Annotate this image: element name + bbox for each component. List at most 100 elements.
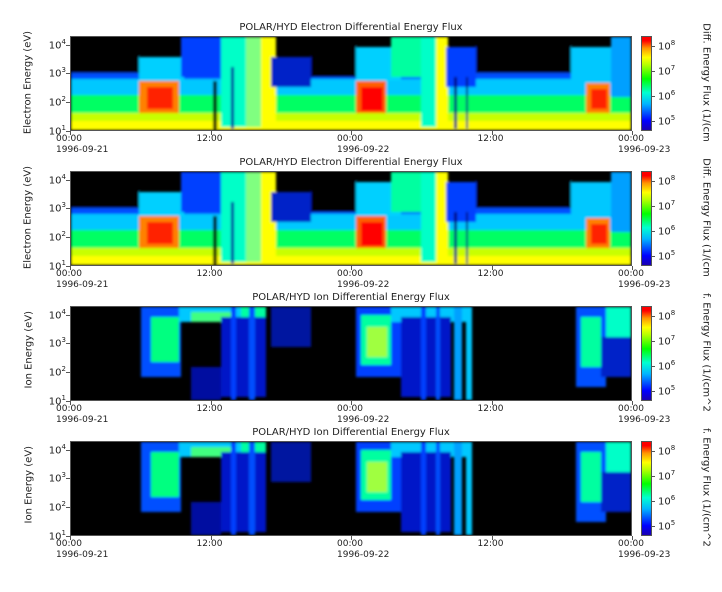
x-tick-time: 00:00 [618,404,644,414]
colorbar-tick-exponent: 7 [670,199,676,207]
heatmap-cell [606,307,631,337]
heatmap-black [476,172,571,208]
heatmap-cell [391,37,421,77]
heatmap-cells [71,172,631,265]
y-tick-label: 102 [48,230,66,244]
colorbar-tick-exponent: 7 [670,469,676,477]
y-tick-exponent: 2 [61,230,66,239]
x-tick-date: 1996-09-23 [618,145,671,155]
x-tick-label: 12:00 [197,404,223,415]
y-tick-exponent: 1 [61,124,66,132]
x-tick-label: 12:00 [197,134,223,145]
heatmap-gap [454,77,457,129]
x-tick-label: 12:00 [197,539,223,550]
y-tick-exponent: 3 [61,66,66,75]
colorbar-label: f. Energy Flux (1/(cm^2 [700,293,712,412]
x-tick-mark [70,401,71,405]
heatmap-cell [231,442,236,535]
y-tick-label: 101 [48,124,66,138]
heatmap-gap [466,77,468,129]
colorbar-tick-label: 108 [658,174,676,188]
heatmap-plot-area [70,306,632,401]
colorbar-tick-exponent: 7 [670,64,676,72]
x-tick-label: 00:00 1996-09-22 [337,134,389,156]
y-tick-label: 104 [48,307,66,321]
heatmap-cell [271,57,311,87]
y-tick-mark [66,208,70,210]
heatmap-band-cyan [71,214,631,230]
x-tick-date: 1996-09-21 [56,280,109,290]
y-tick-label: 103 [48,471,66,485]
x-tick-mark [351,266,352,270]
x-tick-time: 00:00 [337,539,363,549]
x-tick-mark [210,131,212,135]
colorbar-tick-mark [652,476,655,477]
y-tick-exponent: 3 [61,471,66,480]
heatmap-cell [249,442,255,535]
x-tick-time: 00:00 [56,539,82,549]
heatmap-black [476,37,571,73]
heatmap-cell [436,442,440,535]
heatmap-gap [213,81,217,130]
x-tick-mark [70,536,71,540]
heatmap-cell [221,452,266,532]
x-tick-date: 1996-09-23 [618,415,671,425]
y-tick-label: 103 [48,336,66,350]
heatmap-cell [581,452,601,502]
heatmap-cell [611,172,631,232]
x-tick-time: 00:00 [56,269,82,279]
x-tick-date: 1996-09-21 [56,415,109,425]
x-tick-mark [491,131,493,135]
x-tick-time: 00:00 [337,404,363,414]
x-tick-label: 00:00 1996-09-23 [618,404,670,426]
colorbar-tick-exponent: 8 [670,174,676,182]
x-tick-label: 12:00 [478,134,504,145]
colorbar-tick-exponent: 8 [670,309,676,317]
y-tick-mark [66,73,70,75]
y-tick-mark [66,179,70,181]
heatmap-gap [213,216,217,265]
x-tick-mark [351,536,352,540]
heatmap-band-low-yellow [71,120,631,130]
y-tick-mark [66,449,70,451]
heatmap-plot-area [70,36,632,131]
colorbar-tick-label: 107 [658,199,676,213]
x-tick-time: 00:00 [56,134,82,144]
colorbar-tick-exponent: 6 [670,494,676,502]
heatmap-cell [436,37,448,127]
x-tick-mark [632,131,633,135]
y-tick-mark [66,102,70,104]
colorbar-tick-label: 107 [658,334,676,348]
heatmap-cell [249,307,255,400]
colorbar [641,36,652,131]
heatmap-black [311,172,356,212]
heatmap-cell [221,317,266,397]
heatmap-hot-red [591,224,607,244]
x-tick-mark [491,266,493,270]
x-tick-time: 12:00 [477,134,504,144]
y-tick-exponent: 1 [61,259,66,267]
y-tick-mark [66,343,70,345]
heatmap-cell [466,442,472,535]
colorbar-tick-mark [652,256,655,257]
colorbar-tick-label: 105 [658,114,676,128]
y-tick-exponent: 2 [61,500,66,509]
heatmap-cell [367,462,387,492]
y-tick-label: 101 [48,394,66,408]
heatmap-cell [181,172,221,212]
colorbar-tick-mark [652,96,655,97]
heatmap-cell [446,182,476,222]
heatmap-hot-red [591,89,607,109]
x-tick-mark [632,536,633,540]
heatmap-cell [271,442,311,482]
colorbar-tick-label: 105 [658,519,676,533]
heatmap-cell [151,317,179,362]
x-tick-mark [210,401,212,405]
colorbar-tick-mark [652,341,655,342]
colorbar-label: f. Energy Flux (1/(cm^2 [700,428,712,547]
colorbar-tick-label: 105 [658,384,676,398]
y-tick-label: 102 [48,95,66,109]
heatmap-gap [231,67,234,129]
x-tick-mark [351,131,352,135]
colorbar-tick-label: 106 [658,359,676,373]
